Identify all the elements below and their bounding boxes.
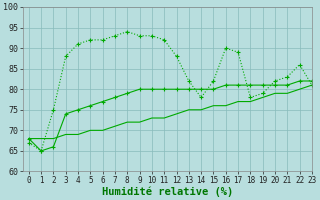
X-axis label: Humidité relative (%): Humidité relative (%) [102,186,233,197]
